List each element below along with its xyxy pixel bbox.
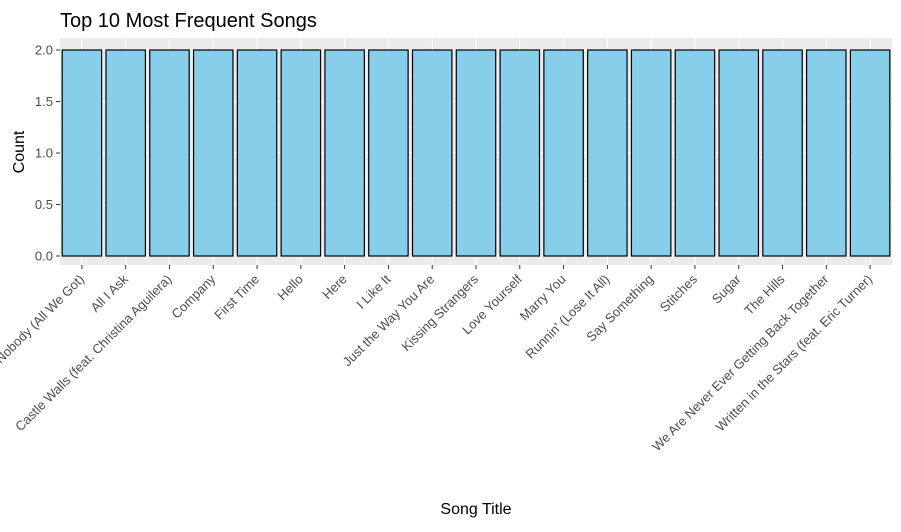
bar [411,49,453,257]
x-axis-title: Song Title [440,501,511,518]
x-tick-label: Company [168,271,218,321]
bar [806,49,847,257]
bar [105,49,146,257]
y-tick-label: 0.5 [35,197,53,212]
x-tick-label: I Like It [353,271,394,312]
bar [543,49,584,257]
x-tick-label: First Time [211,272,262,323]
bar [674,49,716,257]
bar [61,49,103,257]
y-tick-label: 1.0 [35,146,53,161]
x-tick-label: Stitches [657,271,701,315]
bar [280,49,322,257]
bar [587,49,628,257]
x-tick-label: Runnin' (Lose It All) [522,272,612,362]
bars [61,49,891,257]
x-tick-label: Written in the Stars (feat. Eric Turner) [713,272,876,435]
bar [499,49,541,257]
x-tick-label: Nobody (All We Got) [0,272,87,367]
x-tick-label: Hello [274,272,306,304]
x-tick-label: Kissing Strangers [398,271,481,354]
bar [324,49,365,257]
x-tick-label: Here [319,272,350,303]
bar [762,49,803,257]
chart-title: Top 10 Most Frequent Songs [60,10,317,32]
x-tick-label: Sugar [709,271,745,307]
bar [849,49,891,257]
bar [630,49,672,257]
bar [368,49,409,257]
y-tick-label: 1.5 [35,94,53,109]
bar [455,49,497,257]
bar [236,49,278,257]
y-tick-label: 2.0 [35,43,53,58]
y-axis-title: Count [11,130,28,173]
x-tick-label: All I Ask [87,271,131,315]
x-tick-label: Castle Walls (feat. Christina Aguilera) [12,272,175,435]
y-axis: 0.0 0.5 1.0 1.5 2.0 [35,43,60,264]
bar [149,49,190,257]
y-tick-label: 0.0 [35,249,53,264]
bar [718,49,760,257]
bar [192,49,234,257]
